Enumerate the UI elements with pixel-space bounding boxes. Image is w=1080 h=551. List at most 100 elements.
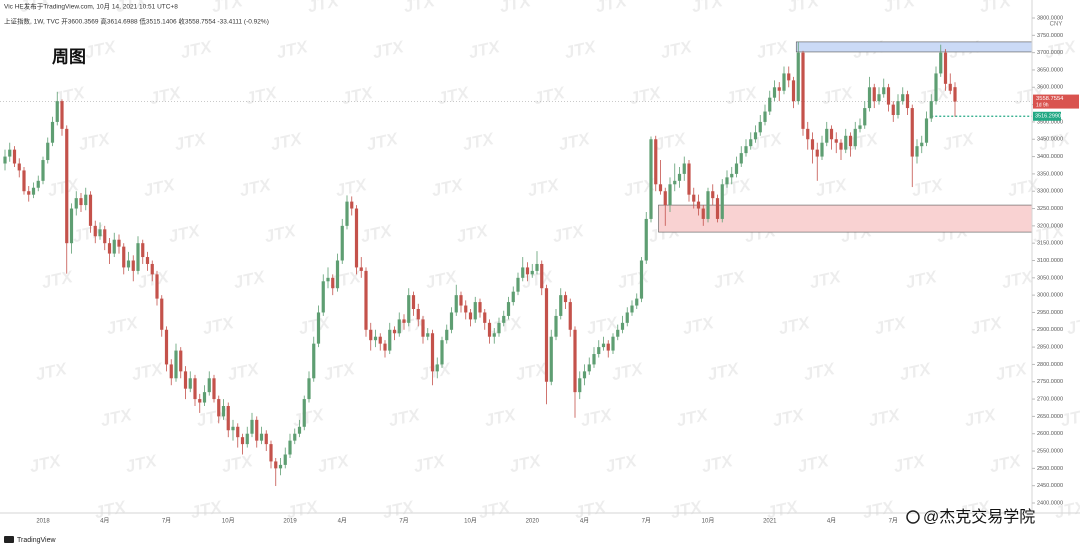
candle-body [559,295,563,316]
y-tick-label: 3400.0000 [1037,154,1063,160]
candle-body [782,73,786,91]
y-tick-label: 3300.0000 [1037,189,1063,195]
candle-body [36,180,40,188]
x-tick-label: 2020 [526,519,540,525]
candle-body [649,139,653,219]
y-tick-label: 3250.0000 [1037,206,1063,212]
candle-body [117,239,121,247]
candle-body [316,312,321,344]
candle-body [302,399,306,427]
candle-body [293,433,297,441]
candle-body [915,146,919,157]
brand: @杰克交易学院 [906,508,1036,527]
candle-body [217,399,221,417]
zone [658,204,1033,233]
candle-body [345,201,349,226]
candle-body [882,87,886,95]
candle-body [131,260,135,271]
y-tick-label: 3750.0000 [1037,33,1063,39]
candle-body [55,101,59,122]
candle-body [41,160,45,181]
candle-body [920,142,924,147]
candle-body [587,364,591,372]
candle-body [772,87,777,98]
candle-body [734,163,739,174]
candle-body [787,73,791,81]
candle-body [563,295,568,303]
candle-body [65,128,69,244]
currency: CNY [1050,22,1063,28]
candle-body [98,229,102,237]
candle-body [407,295,411,323]
level-label: 3516.2990 [1035,114,1061,120]
candle-body [440,340,444,365]
candle-body [905,94,910,109]
attribution: Vic HE发布于TradingView.com, 10月 14, 2021 1… [4,2,178,11]
y-tick-label: 2750.0000 [1037,379,1063,385]
x-tick-label: 2021 [763,519,777,525]
candle-body [815,149,819,157]
candle-body [250,419,254,434]
candle-body [715,198,720,219]
candle-body [84,194,88,206]
candle-body [492,333,496,337]
candle-body [706,191,710,219]
candle-body [573,329,577,393]
candle-body [820,142,824,157]
candle-body [692,194,696,202]
candle-body [858,125,862,129]
candle-body [183,371,188,389]
candle-body [848,135,853,147]
candle-body [255,419,259,441]
candle-body [877,94,881,102]
x-tick-label: 7月 [889,518,898,525]
candle-body [245,433,249,445]
y-tick-label: 2800.0000 [1037,362,1063,368]
y-tick-label: 2850.0000 [1037,345,1063,351]
candle-body [464,305,468,313]
candle-body [354,208,359,268]
candle-body [269,444,273,462]
candle-body [126,260,131,268]
candle-body [763,111,767,122]
candle-body [350,201,354,209]
zone [795,41,1033,53]
candle-body [549,336,553,382]
candle-body [768,97,772,112]
candle-body [388,329,392,351]
candle-body [188,378,192,389]
candle-body [502,315,506,323]
candle-body [948,83,952,91]
candle-body [487,322,492,337]
watermark: JTX [1065,313,1080,338]
candle-body [421,319,425,337]
candle-body [8,149,12,157]
candle-body [449,312,454,330]
y-tick-label: 2600.0000 [1037,431,1063,437]
candle-body [953,87,957,102]
x-tick-label: 2018 [36,519,50,525]
candle-body [103,229,107,244]
x-tick-label: 7月 [642,518,651,525]
candle-body [174,350,178,379]
candle-body [435,364,439,372]
candle-body [141,243,145,258]
candle-body [46,142,50,161]
candle-body [50,121,55,143]
candle-body [74,198,78,209]
y-tick-label: 3100.0000 [1037,258,1063,264]
candle-body [620,322,625,330]
candle-body [169,364,173,379]
candle-body [483,312,487,323]
candle-body [12,149,17,164]
y-tick-label: 2500.0000 [1037,466,1063,472]
candle-body [221,406,226,417]
candle-body [654,139,658,185]
candle-body [896,101,900,115]
candle-body [79,198,83,206]
candle-body [22,170,26,192]
candle-body [150,263,154,275]
y-tick-label: 2650.0000 [1037,414,1063,420]
